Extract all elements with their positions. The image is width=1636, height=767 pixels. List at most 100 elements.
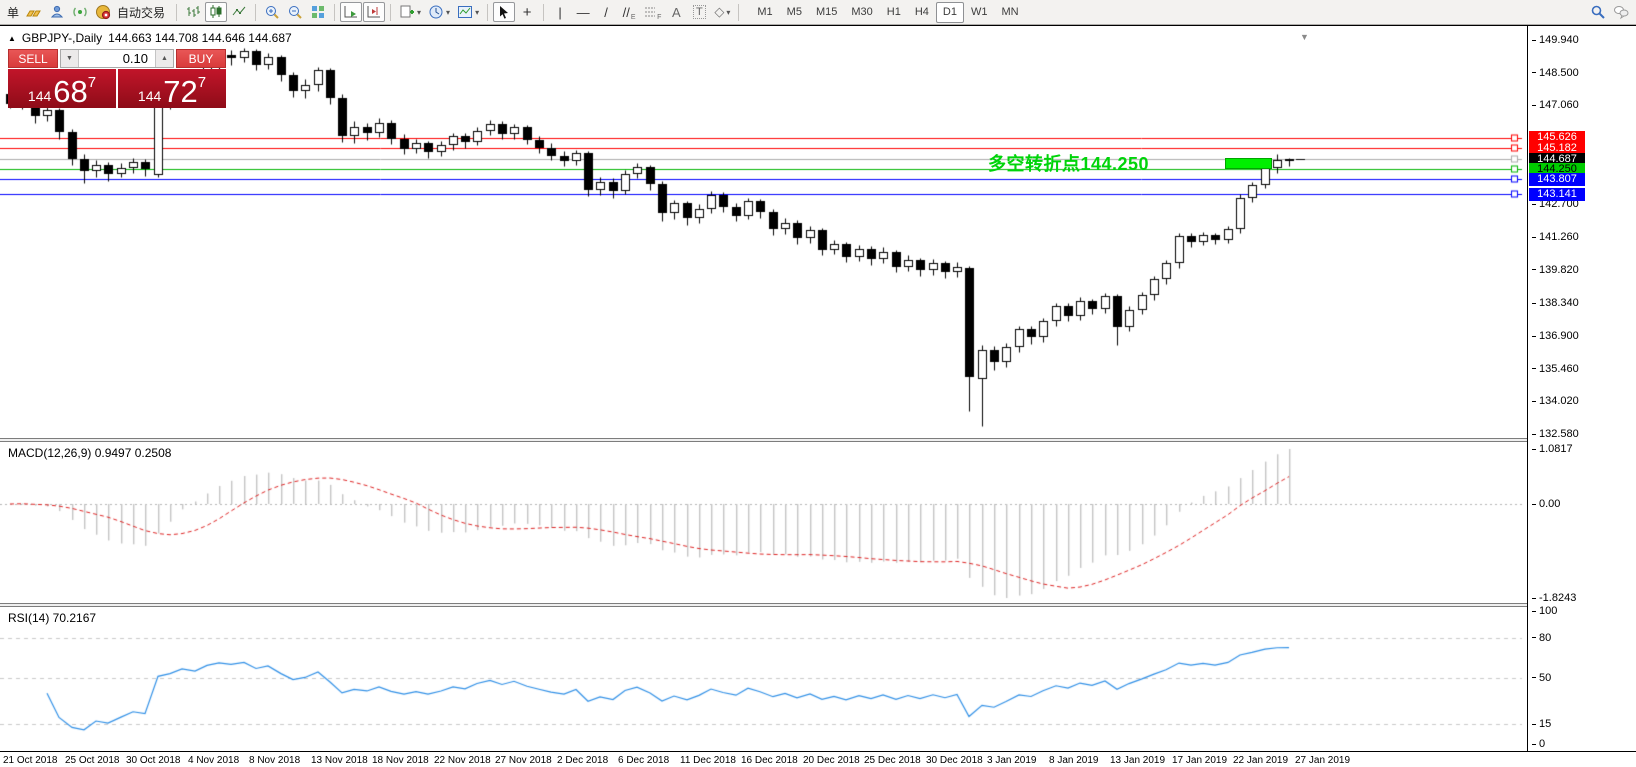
toolbar-separator — [334, 3, 336, 21]
axis-tick-label: 134.020 — [1532, 395, 1579, 407]
axis-tick-label: 50 — [1532, 672, 1551, 684]
chevron-down-icon: ▾ — [417, 7, 422, 17]
sell-price-big-figure: 144 — [27, 87, 52, 104]
search-icon[interactable] — [1587, 2, 1609, 22]
accounts-icon[interactable] — [46, 2, 68, 22]
date-label: 30 Oct 2018 — [126, 755, 181, 766]
panel-splitter[interactable] — [0, 603, 1636, 607]
axis-tick-label: 141.260 — [1532, 231, 1579, 243]
date-label: 4 Nov 2018 — [188, 755, 240, 766]
axis-tick-label: -1.8243 — [1532, 592, 1576, 604]
timeframe-h4[interactable]: H4 — [914, 6, 929, 18]
bar-chart-icon[interactable] — [182, 2, 204, 22]
price-level-badge: 145.182 — [1529, 142, 1585, 155]
new-order-button[interactable]: 单 — [7, 5, 20, 20]
chart-title: ▲ GBPJPY-,Daily 144.663 144.708 144.646 … — [8, 31, 292, 45]
price-axis[interactable]: 149.940 148.500 147.060 142.700 141.260 139.8… — [1527, 26, 1636, 751]
date-label: 20 Dec 2018 — [803, 755, 860, 766]
toolbar-separator — [487, 3, 489, 21]
axis-tick-label: 147.060 — [1532, 99, 1579, 111]
ohlc-values: 144.663 144.708 144.646 144.687 — [108, 31, 292, 45]
main-toolbar: 单 自动交易 ▾ ▾ — [0, 0, 1636, 25]
signals-icon[interactable] — [69, 2, 91, 22]
axis-tick-label: 132.580 — [1532, 428, 1579, 440]
axis-tick-label: 142.700 — [1532, 198, 1579, 210]
zoom-in-icon[interactable] — [261, 2, 283, 22]
zoom-out-icon[interactable] — [284, 2, 306, 22]
macd-label: MACD(12,26,9) 0.9497 0.2508 — [8, 446, 172, 460]
axis-tick-label: 100 — [1532, 605, 1557, 617]
date-axis[interactable]: 21 Oct 2018 25 Oct 2018 30 Oct 2018 4 Nov 2… — [0, 751, 1636, 767]
text-tool[interactable]: A — [672, 4, 681, 20]
rsi-canvas[interactable] — [0, 607, 1527, 751]
timeframe-m30[interactable]: M30 — [851, 6, 873, 18]
toolbar-separator — [738, 3, 740, 21]
highlight-box[interactable] — [1225, 158, 1272, 169]
collapse-icon[interactable]: ▲ — [8, 33, 16, 43]
timeframe-d1[interactable]: D1 — [935, 1, 964, 23]
panel-splitter[interactable] — [0, 438, 1636, 442]
macd-canvas[interactable] — [0, 443, 1527, 603]
periods-clock-button[interactable]: ▾ — [425, 2, 453, 22]
channel-tool[interactable]: / / E — [622, 4, 636, 22]
volume-increase-button[interactable]: ▲ — [155, 50, 173, 67]
one-click-trading-panel: SELL ▼ 0.10 ▲ BUY 144 68 7 144 72 7 — [8, 49, 226, 108]
timeframe-w1[interactable]: W1 — [970, 6, 988, 18]
chat-icon[interactable] — [1610, 2, 1632, 22]
candlestick-chart-icon[interactable] — [205, 2, 228, 22]
price-chart-canvas[interactable] — [0, 26, 1527, 438]
chart-window: ▲ GBPJPY-,Daily 144.663 144.708 144.646 … — [0, 25, 1636, 767]
date-label: 6 Dec 2018 — [618, 755, 670, 766]
toolbar-separator — [176, 3, 178, 21]
autotrade-button[interactable]: 自动交易 — [92, 2, 171, 22]
timeframe-mn[interactable]: MN — [1001, 6, 1019, 18]
toolbar-separator — [390, 3, 392, 21]
tile-windows-icon[interactable] — [307, 2, 329, 22]
axis-tick-label: 149.940 — [1532, 34, 1579, 46]
timeframe-m5[interactable]: M5 — [786, 6, 802, 18]
volume-input[interactable]: 0.10 — [122, 51, 148, 66]
date-label: 3 Jan 2019 — [987, 755, 1037, 766]
chart-shift-icon[interactable] — [363, 2, 386, 22]
label-tool[interactable]: T — [688, 2, 710, 22]
timeframe-m1[interactable]: M1 — [757, 6, 773, 18]
crosshair-icon[interactable]: + — [522, 3, 532, 21]
date-label: 25 Dec 2018 — [864, 755, 921, 766]
fibonacci-tool[interactable]: F — [641, 2, 664, 22]
symbol-period-label: GBPJPY-,Daily — [21, 31, 103, 45]
date-label: 30 Dec 2018 — [926, 755, 983, 766]
volume-decrease-button[interactable]: ▼ — [61, 50, 79, 67]
date-label: 16 Dec 2018 — [741, 755, 798, 766]
shapes-tool[interactable]: ◇ ▾ — [714, 4, 731, 19]
date-label: 17 Jan 2019 — [1172, 755, 1228, 766]
axis-tick-label: 148.500 — [1532, 67, 1579, 79]
toolbar-separator — [255, 3, 257, 21]
gold-icon[interactable] — [23, 2, 45, 22]
horizontal-line-tool[interactable]: — — [576, 4, 590, 20]
timeframe-h1[interactable]: H1 — [886, 6, 901, 18]
timeframe-m15[interactable]: M15 — [815, 6, 838, 18]
date-label: 22 Jan 2019 — [1233, 755, 1289, 766]
date-label: 13 Nov 2018 — [311, 755, 368, 766]
trendline-tool[interactable]: / — [604, 4, 608, 20]
date-label: 8 Nov 2018 — [249, 755, 301, 766]
chevron-down-icon: ▾ — [475, 7, 480, 17]
line-chart-icon[interactable] — [228, 2, 250, 22]
buy-button[interactable]: BUY — [176, 49, 226, 68]
buy-price-point: 7 — [197, 74, 207, 91]
sell-button[interactable]: SELL — [8, 49, 58, 68]
date-label: 22 Nov 2018 — [434, 755, 491, 766]
chart-shift-marker[interactable]: ▼ — [1300, 32, 1309, 42]
auto-scroll-icon[interactable] — [340, 2, 363, 22]
rsi-label: RSI(14) 70.2167 — [8, 611, 97, 625]
buy-price-box[interactable]: 144 72 7 — [118, 69, 226, 108]
indicators-button[interactable]: ▾ — [454, 2, 482, 22]
sell-price-box[interactable]: 144 68 7 — [8, 69, 116, 108]
pivot-annotation-text: 多空转折点144.250 — [988, 154, 1150, 174]
new-chart-button[interactable]: ▾ — [396, 2, 424, 22]
sell-price-pips: 68 — [53, 73, 88, 109]
cursor-icon[interactable] — [493, 2, 516, 22]
price-level-badge: 145.626 — [1529, 131, 1585, 144]
date-label: 27 Nov 2018 — [495, 755, 552, 766]
vertical-line-tool[interactable]: | — [558, 4, 562, 20]
